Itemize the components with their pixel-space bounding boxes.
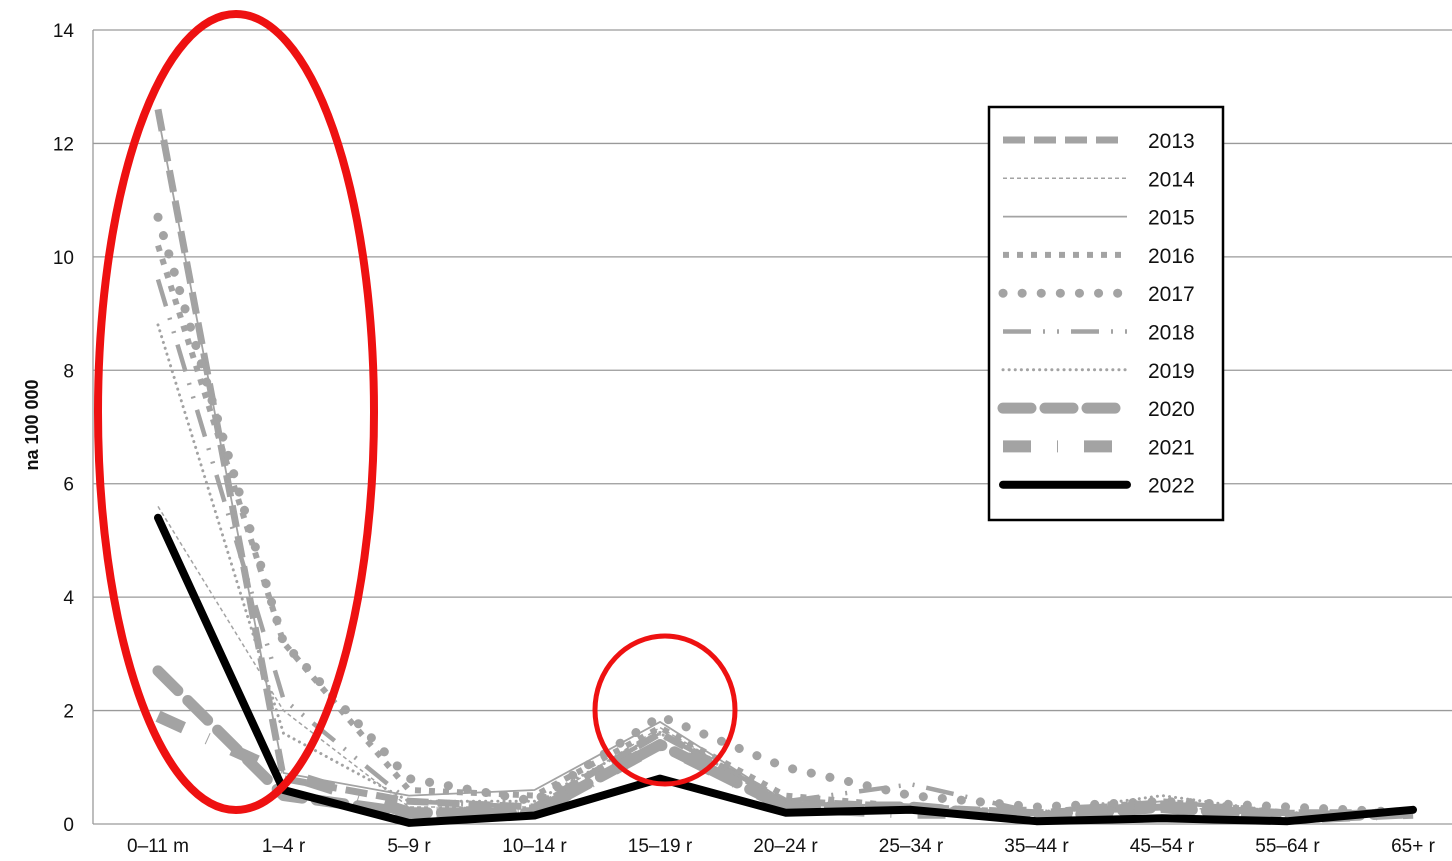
y-tick-label: 10 (53, 248, 74, 269)
series-line-2016 (155, 244, 1413, 816)
legend-label-2017: 2017 (1148, 283, 1195, 306)
legend-label-2015: 2015 (1148, 207, 1195, 230)
y-tick-label: 4 (63, 588, 74, 609)
legend-label-2014: 2014 (1148, 168, 1195, 191)
y-axis-label: na 100 000 (22, 379, 42, 470)
x-tick-label: 10–14 r (502, 836, 567, 857)
legend-label-2019: 2019 (1148, 360, 1195, 383)
series-line-2017 (153, 212, 1418, 818)
series-line-2022 (154, 513, 1417, 827)
x-tick-label: 15–19 r (628, 836, 693, 857)
series-line-2019 (156, 323, 1415, 815)
x-tick-label: 20–24 r (753, 836, 818, 857)
legend-label-2016: 2016 (1148, 245, 1195, 268)
series-lines (152, 108, 1419, 827)
series-line-2020 (152, 665, 1419, 824)
legend-label-2013: 2013 (1148, 130, 1195, 153)
y-tick-label: 0 (63, 815, 74, 836)
x-tick-label: 0–11 m (127, 836, 189, 857)
x-tick-label: 35–44 r (1004, 836, 1069, 857)
y-axis-tick-labels: 0 2 4 6 8 10 12 14 (53, 21, 75, 836)
x-tick-label: 5–9 r (387, 836, 431, 857)
legend-label-2022: 2022 (1148, 475, 1195, 498)
y-tick-label: 12 (53, 134, 74, 155)
y-tick-label: 6 (63, 475, 74, 496)
highlight-ellipses (94, 10, 738, 814)
x-tick-label: 45–54 r (1130, 836, 1195, 857)
series-line-2014 (157, 506, 1413, 814)
series-line-2018 (155, 278, 1413, 815)
y-tick-label: 2 (63, 702, 74, 723)
highlight-ellipse-teens (592, 633, 738, 787)
x-axis-tick-labels: 0–11 m 1–4 r 5–9 r 10–14 r 15–19 r 20–24 r 25–… (127, 836, 1436, 857)
y-tick-label: 8 (63, 361, 74, 382)
legend-label-2020: 2020 (1148, 398, 1195, 421)
legend-label-2018: 2018 (1148, 322, 1195, 345)
legend-label-2021: 2021 (1148, 436, 1195, 459)
grid-lines (92, 29, 1452, 825)
x-tick-label: 55–64 r (1255, 836, 1320, 857)
y-tick-label: 14 (53, 21, 75, 42)
legend: 2013 2014 2015 2016 2017 2018 2019 2020 2021 2022 (987, 105, 1225, 522)
x-tick-label: 25–34 r (879, 836, 944, 857)
x-tick-label: 1–4 r (262, 836, 306, 857)
x-tick-label: 65+ r (1391, 836, 1436, 857)
highlight-ellipse-infants (94, 10, 378, 814)
